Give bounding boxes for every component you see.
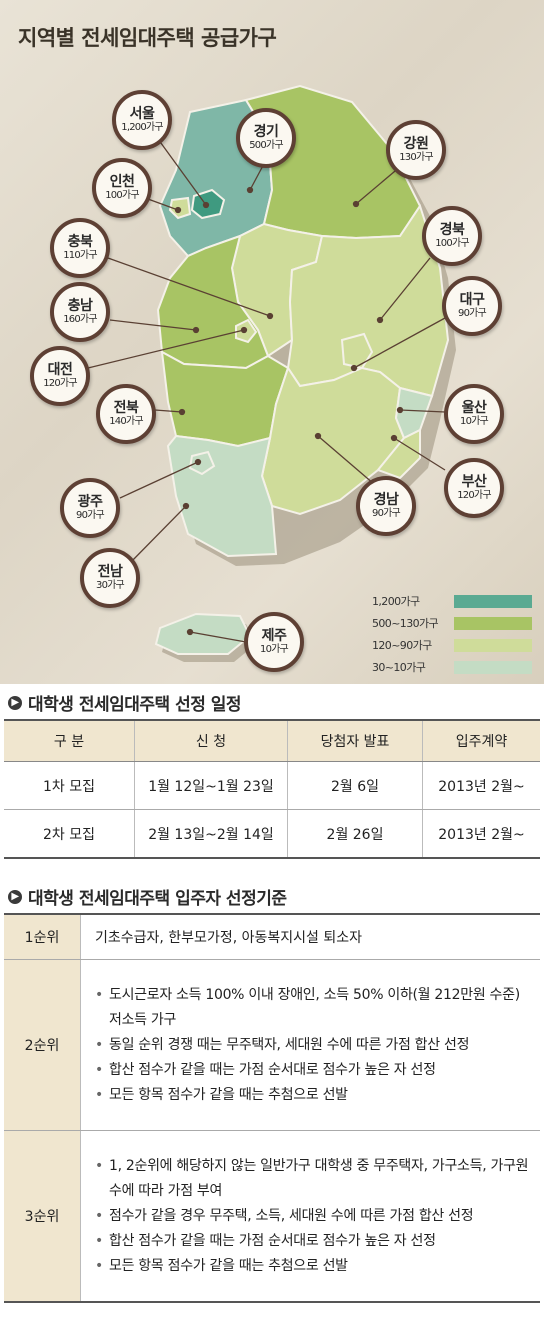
table-row: 3순위 1, 2순위에 해당하지 않는 일반가구 대학생 중 무주택자, 가구소…	[4, 1130, 540, 1303]
bubble-jeju: 제주 10가구	[244, 612, 304, 672]
bubble-chungbuk: 충북 110가구	[50, 218, 110, 278]
arrow-bullet-icon: ▶	[8, 889, 22, 904]
bubble-gyeongbuk: 경북 100가구	[422, 206, 482, 266]
list-item: 합산 점수가 같을 때는 가점 순서대로 점수가 높은 자 선정	[95, 1229, 530, 1254]
bubble-jeonbuk: 전북 140가구	[96, 384, 156, 444]
table-row: 1차 모집 1월 12일~1월 23일 2월 6일 2013년 2월~	[4, 761, 540, 810]
bubble-gyeonggi: 경기 500가구	[236, 108, 296, 168]
bubble-gyeongnam: 경남 90가구	[356, 476, 416, 536]
list-item: 합산 점수가 같을 때는 가점 순서대로 점수가 높은 자 선정	[95, 1058, 530, 1083]
legend-item: 500~130가구	[372, 612, 532, 634]
legend-item: 120~90가구	[372, 634, 532, 656]
map-panel: 지역별 전세임대주택 공급가구	[0, 0, 544, 684]
bubble-incheon: 인천 100가구	[92, 158, 152, 218]
schedule-title: ▶ 대학생 전세임대주택 선정 일정	[8, 690, 242, 715]
region-busan	[376, 428, 421, 480]
bubble-gwangju: 광주 90가구	[60, 478, 120, 538]
schedule-table: 구 분 신 청 당첨자 발표 입주계약 1차 모집 1월 12일~1월 23일 …	[4, 719, 540, 859]
bubble-daejeon: 대전 120가구	[30, 346, 90, 406]
region-jeonnam	[166, 434, 278, 558]
bubble-seoul: 서울 1,200가구	[112, 90, 172, 150]
bubble-jeonnam: 전남 30가구	[80, 548, 140, 608]
table-header-row: 구 분 신 청 당첨자 발표 입주계약	[4, 719, 540, 762]
table-row: 2차 모집 2월 13일~2월 14일 2월 26일 2013년 2월~	[4, 809, 540, 859]
list-item: 모든 항목 점수가 같을 때는 추첨으로 선발	[95, 1254, 530, 1279]
bubble-ulsan: 울산 10가구	[444, 384, 504, 444]
arrow-bullet-icon: ▶	[8, 695, 22, 710]
list-item: 모든 항목 점수가 같을 때는 추첨으로 선발	[95, 1083, 530, 1108]
bubble-busan: 부산 120가구	[444, 458, 504, 518]
bubble-gangwon: 강원 130가구	[386, 120, 446, 180]
criteria-title: ▶ 대학생 전세임대주택 입주자 선정기준	[8, 884, 287, 909]
map-legend: 1,200가구 500~130가구 120~90가구 30~10가구	[372, 590, 532, 678]
criteria-table: 1순위 기초수급자, 한부모가정, 아동복지시설 퇴소자 2순위 도시근로자 소…	[4, 913, 540, 1303]
legend-item: 1,200가구	[372, 590, 532, 612]
table-row: 2순위 도시근로자 소득 100% 이내 장애인, 소득 50% 이하(월 21…	[4, 959, 540, 1131]
list-item: 동일 순위 경쟁 때는 무주택자, 세대원 수에 따른 가점 합산 선정	[95, 1033, 530, 1058]
bubble-chungnam: 충남 160가구	[50, 282, 110, 342]
korea-map	[87, 84, 456, 662]
list-item: 도시근로자 소득 100% 이내 장애인, 소득 50% 이하(월 212만원 …	[95, 983, 530, 1033]
table-row: 1순위 기초수급자, 한부모가정, 아동복지시설 퇴소자	[4, 913, 540, 960]
list-item: 1, 2순위에 해당하지 않는 일반가구 대학생 중 무주택자, 가구소득, 가…	[95, 1154, 530, 1204]
bubble-daegu: 대구 90가구	[442, 276, 502, 336]
map-title: 지역별 전세임대주택 공급가구	[18, 26, 277, 50]
region-jeonbuk	[160, 350, 290, 448]
region-daegu	[340, 332, 374, 370]
list-item: 점수가 같을 경우 무주택, 소득, 세대원 수에 따른 가점 합산 선정	[95, 1204, 530, 1229]
legend-item: 30~10가구	[372, 656, 532, 678]
